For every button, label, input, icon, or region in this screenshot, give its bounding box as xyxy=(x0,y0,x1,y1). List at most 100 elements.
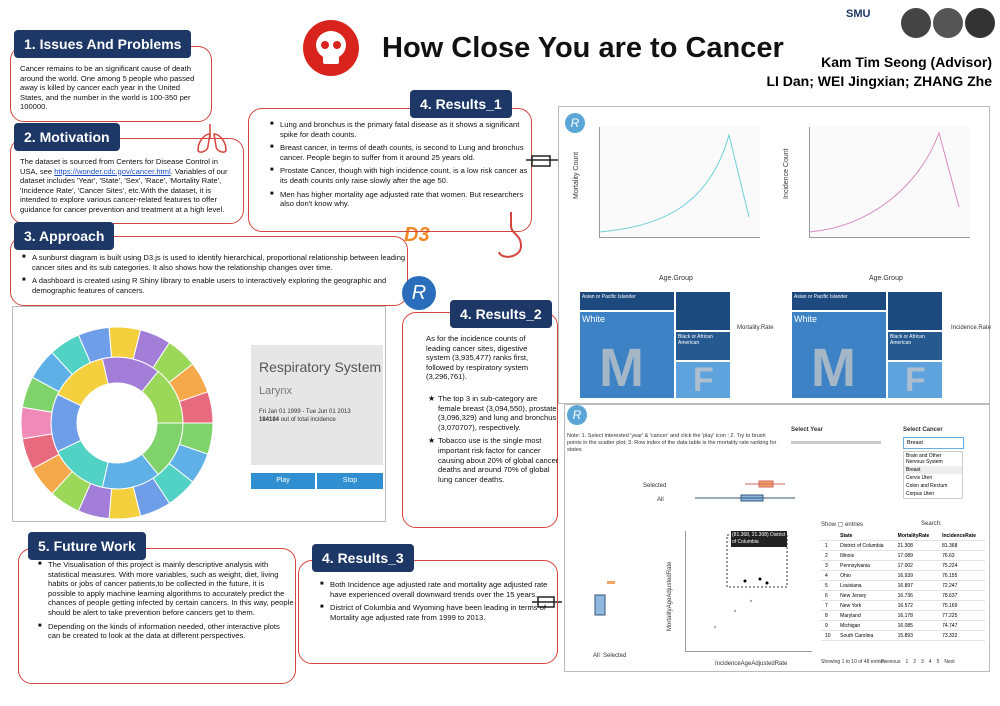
table-cell: 10 xyxy=(821,630,837,641)
bullet-list: Both Incidence age adjusted rate and mor… xyxy=(320,580,558,626)
axis-label: Selected xyxy=(603,653,627,659)
table-cell: New York xyxy=(836,600,894,611)
bullet-list: The top 3 in sub-category are female bre… xyxy=(428,394,560,488)
dropdown: Brain and Other Nervous System Breast Cerv… xyxy=(903,451,963,499)
table-cell: New Jersey xyxy=(836,590,894,601)
screenshot: R Mortality Count Incidence Count Age.Gr… xyxy=(558,106,991,404)
control-label: Select Year xyxy=(791,427,823,433)
table-cell: 78.637 xyxy=(938,590,985,601)
treemap-cell: Black or African American xyxy=(675,331,731,361)
search-label: Search: xyxy=(921,521,942,527)
bullet-list: A sunburst diagram is built using D3.js … xyxy=(22,253,407,299)
pager: Previous 1 2 3 4 5 Next xyxy=(881,659,960,665)
treemap-cell: White xyxy=(791,311,887,399)
pager-button[interactable]: 5 xyxy=(936,659,940,665)
section-heading: 2. Motivation xyxy=(14,123,120,151)
pager-button[interactable]: Next xyxy=(944,659,955,665)
table-cell: 76.63 xyxy=(938,550,985,561)
bullet: Breast cancer, in terms of death counts,… xyxy=(270,143,530,162)
table-cell: Michigan xyxy=(836,620,894,631)
section-heading: 4. Results_1 xyxy=(410,90,512,118)
info-title: Respiratory System xyxy=(259,359,382,375)
table-cell: South Carolina xyxy=(836,630,894,641)
pager-button[interactable]: 1 xyxy=(905,659,909,665)
bullet-list: The Visualisation of this project is mai… xyxy=(38,560,294,645)
table-cell: 17.089 xyxy=(893,550,939,561)
table-control: Show ▢ entries xyxy=(821,522,864,528)
section-text: As for the incidence counts of leading c… xyxy=(426,334,529,382)
poster-title: How Close You are to Cancer xyxy=(382,32,784,64)
bullet: The top 3 in sub-category are female bre… xyxy=(428,394,560,432)
note: Note: 1. Select interested 'year' & 'can… xyxy=(567,433,777,453)
treemap: Asian or Pacific Islander White Black or A… xyxy=(791,291,943,399)
axis-title: Age.Group xyxy=(869,275,903,282)
tooltip: (81.368, 21.308) District of Columbia xyxy=(731,531,787,547)
r-logo: R xyxy=(567,405,587,425)
data-table: State MortalityRate IncidenceRate 1 District… xyxy=(821,531,985,641)
table-cell: 73.332 xyxy=(938,630,985,641)
d3-logo: D3 xyxy=(404,224,430,246)
bullet: A sunburst diagram is built using D3.js … xyxy=(22,253,407,272)
treemap: Asian or Pacific Islander White Black or A… xyxy=(579,291,731,399)
table-cell: Maryland xyxy=(836,610,894,621)
play-button[interactable]: Play xyxy=(251,473,315,489)
pager-button[interactable]: 4 xyxy=(928,659,932,665)
table-cell: 6 xyxy=(821,590,837,601)
table-cell: 15.893 xyxy=(893,630,939,641)
table-row: 2 Illinois 17.089 76.63 xyxy=(821,550,985,561)
treemap-label: White xyxy=(794,314,818,324)
select[interactable]: Breast xyxy=(903,437,964,449)
column-header: IncidenceRate xyxy=(938,531,985,541)
slider[interactable] xyxy=(791,441,881,444)
r-logo: R xyxy=(565,113,585,133)
bullet: The Visualisation of this project is mai… xyxy=(38,560,294,618)
table-row: 4 Ohio 16.939 76.155 xyxy=(821,570,985,581)
section-box xyxy=(10,138,244,224)
table-cell: 81.368 xyxy=(938,540,985,551)
treemap-cell: Asian or Pacific Islander xyxy=(791,291,887,311)
table-cell: 9 xyxy=(821,620,837,631)
stomach-icon xyxy=(498,212,523,258)
section-heading: 4. Results_3 xyxy=(312,544,414,572)
table-row: 10 South Carolina 15.893 73.332 xyxy=(821,630,985,641)
table-row: 1 District of Columbia 21.308 81.368 xyxy=(821,540,985,551)
table-cell: Pennsylvania xyxy=(836,560,894,571)
treemap-cell: White xyxy=(579,311,675,399)
bullet: A dashboard is created using R Shiny lib… xyxy=(22,276,407,295)
treemap-label: Asian or Pacific Islander xyxy=(582,294,636,300)
pager-button[interactable]: 3 xyxy=(921,659,924,665)
section-heading: 5. Future Work xyxy=(28,532,146,560)
dropdown-option: Breast xyxy=(904,466,962,474)
table-cell: 8 xyxy=(821,610,837,621)
bullet: Men has higher mortality age adjusted ra… xyxy=(270,190,530,209)
treemap-cell xyxy=(887,291,943,331)
table-cell: Ohio xyxy=(836,570,894,581)
pager-button[interactable]: 2 xyxy=(913,659,917,665)
table-cell: 75.169 xyxy=(938,600,985,611)
info-subtitle: Larynx xyxy=(259,385,293,397)
axis-title: Incidence Count xyxy=(783,148,790,199)
box-label: All xyxy=(657,497,664,503)
link[interactable]: https://wonder.cdc.gov/cancer.html xyxy=(54,166,171,176)
table-cell: 2 xyxy=(821,550,837,561)
sunburst-segment xyxy=(20,406,53,440)
treemap-label: White xyxy=(582,314,606,324)
treemap-cell: Black or African American xyxy=(887,331,943,361)
authors: LI Dan; WEI Jingxian; ZHANG Zhe xyxy=(766,73,992,89)
dropdown-option: Colon and Rectum xyxy=(906,483,948,489)
treemap-label: Black or African American xyxy=(890,334,925,346)
scatter-points xyxy=(713,534,788,629)
advisor: Kam Tim Seong (Advisor) xyxy=(821,54,992,70)
table-row: 6 New Jersey 16.736 78.637 xyxy=(821,590,985,601)
curves xyxy=(599,131,960,233)
info-panel xyxy=(251,345,383,465)
table-row: 7 New York 16.572 75.169 xyxy=(821,600,985,611)
pager-button[interactable]: Previous xyxy=(881,659,901,665)
stop-button[interactable]: Stop xyxy=(317,473,383,489)
table-cell: 5 xyxy=(821,580,837,591)
section-text: Cancer remains to be an significant caus… xyxy=(20,64,195,112)
bullet: Prostate Cancer, though with high incide… xyxy=(270,166,530,185)
dropdown-option: Brain and Other Nervous System xyxy=(906,453,943,465)
scatter-panel xyxy=(599,127,760,238)
